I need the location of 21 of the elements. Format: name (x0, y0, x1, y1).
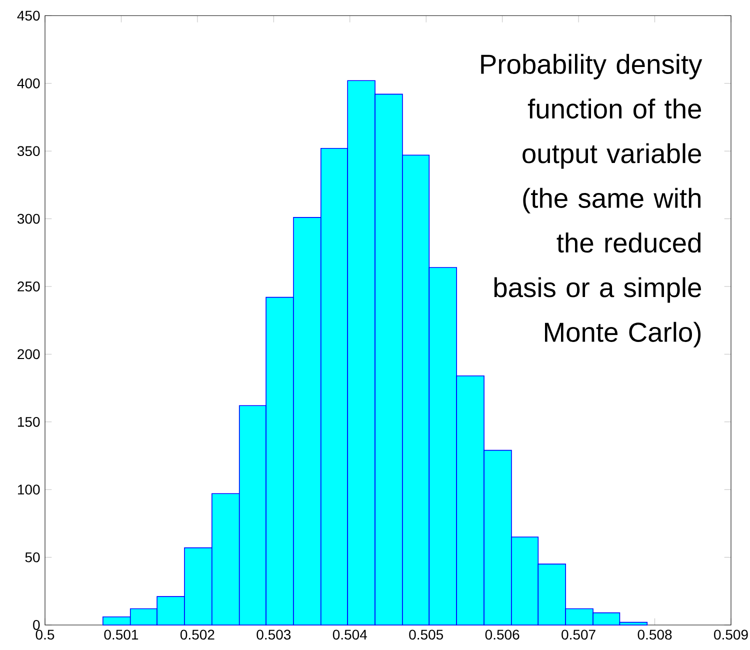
y-tick-label: 150 (18, 416, 40, 427)
x-tick-label: 0.505 (409, 630, 444, 640)
x-tick-label: 0.509 (714, 630, 748, 640)
y-tick-label: 400 (17, 78, 40, 88)
x-tick-label: 0.501 (104, 630, 138, 640)
x-tick-label: 0.504 (332, 630, 367, 640)
x-tick-label: 0.506 (485, 630, 520, 640)
x-tick-label: 0.508 (638, 630, 672, 640)
y-tick-label: 0 (33, 620, 40, 630)
y-tick-label: 450 (17, 10, 40, 21)
y-tick-label: 200 (18, 349, 40, 360)
x-tick-label: 0.5 (36, 630, 54, 640)
annotation: Probability density function of the output variable (the same with the reduced basis or a simple Monte Carlo) (481, 54, 702, 348)
y-tick-label: 300 (17, 214, 40, 224)
x-tick-label: 0.502 (180, 630, 214, 640)
x-tick-label: 0.503 (256, 630, 291, 640)
y-tick-label: 250 (18, 282, 40, 292)
y-tick-label: 350 (17, 146, 40, 156)
x-tick-label: 0.507 (562, 630, 596, 640)
y-tick-label: 50 (25, 552, 40, 562)
y-tick-label: 100 (18, 484, 40, 495)
